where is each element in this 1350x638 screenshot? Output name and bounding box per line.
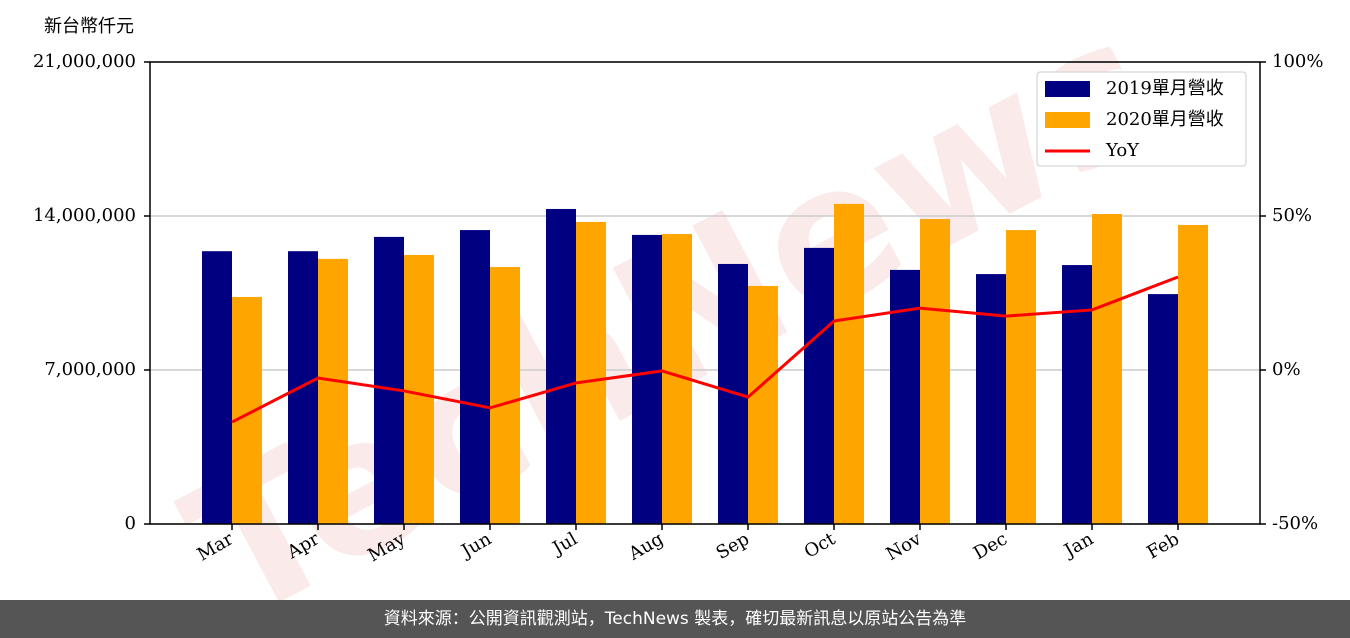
bar <box>834 203 864 524</box>
y-tick-label: 14,000,000 <box>33 205 136 226</box>
bar <box>976 274 1006 524</box>
legend-label: YoY <box>1105 140 1140 161</box>
y2-tick-label: -50% <box>1272 513 1318 534</box>
bar <box>1178 225 1208 524</box>
bar <box>1062 265 1092 524</box>
y2-tick-label: 100% <box>1272 51 1323 72</box>
bar <box>920 219 950 524</box>
y-tick-label: 21,000,000 <box>33 51 136 72</box>
y-axis-label: 新台幣仟元 <box>44 16 134 37</box>
bar <box>1148 294 1178 524</box>
bar <box>1006 230 1036 524</box>
x-tick-label: Feb <box>1143 528 1183 563</box>
legend-label: 2020單月營收 <box>1106 109 1224 130</box>
plot-frame <box>149 61 1261 525</box>
x-tick-label: Aug <box>624 528 667 565</box>
bar <box>1092 214 1122 524</box>
bar <box>748 285 778 524</box>
bar <box>288 251 318 524</box>
x-tick-label: Sep <box>713 528 753 563</box>
bar <box>490 267 520 524</box>
y2-tick-label: 0% <box>1272 359 1301 380</box>
bar <box>318 258 348 524</box>
bar <box>460 230 490 524</box>
bar <box>202 251 232 524</box>
bar <box>546 208 576 524</box>
bar <box>632 234 662 525</box>
x-tick-label: Nov <box>883 528 926 565</box>
x-tick-label: Jan <box>1059 528 1097 562</box>
bar <box>404 254 434 524</box>
legend-swatch <box>1045 112 1090 128</box>
y-tick-label: 7,000,000 <box>44 359 136 380</box>
y2-tick-label: 50% <box>1272 205 1312 226</box>
bar <box>576 221 606 524</box>
footer: 資料來源：公開資訊觀測站，TechNews 製表，確切最新訊息以原站公告為準 <box>0 600 1350 638</box>
legend-label: 2019單月營收 <box>1106 78 1224 99</box>
bar <box>374 236 404 524</box>
y-tick-label: 0 <box>125 513 136 534</box>
x-tick-label: Dec <box>970 528 1011 564</box>
chart: 新台幣仟元 TechNews07,000,00014,000,00021,000… <box>33 0 1324 600</box>
legend-swatch <box>1045 81 1090 97</box>
x-tick-label: Jul <box>547 528 581 560</box>
bar <box>804 247 834 524</box>
line <box>231 275 1179 424</box>
x-tick-label: Oct <box>801 528 840 563</box>
